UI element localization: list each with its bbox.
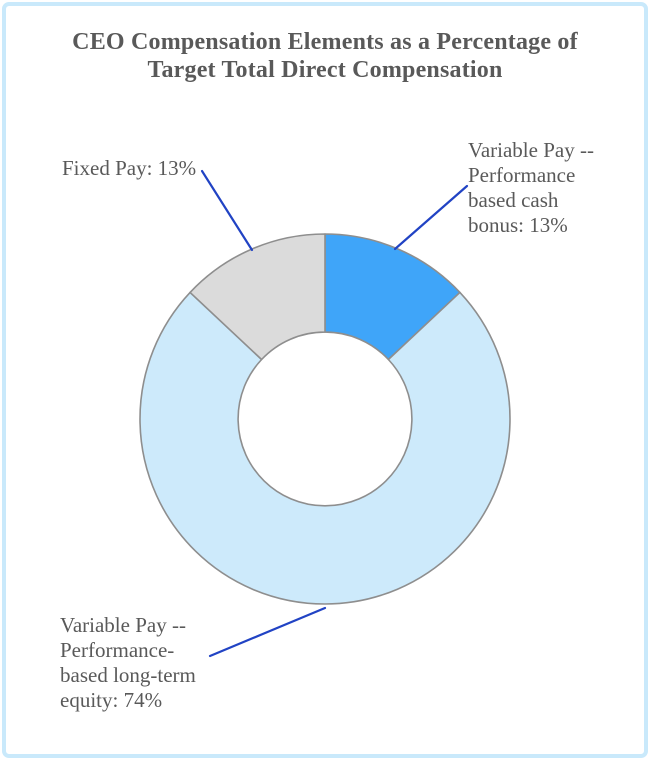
chart-title: CEO Compensation Elements as a Percentag… [72, 29, 578, 83]
leader-line [393, 184, 469, 251]
leader-line [208, 606, 327, 658]
leader-line [200, 169, 254, 252]
label-fixed-pay: Fixed Pay: 13% [62, 156, 197, 180]
donut-slice [139, 291, 511, 605]
label-variable-pay-cash-bonus: Variable Pay -- Performance based cash b… [468, 138, 594, 237]
donut-slice [189, 233, 326, 361]
label-variable-pay-long-term-equity: Variable Pay -- Performance- based long-… [60, 613, 196, 712]
